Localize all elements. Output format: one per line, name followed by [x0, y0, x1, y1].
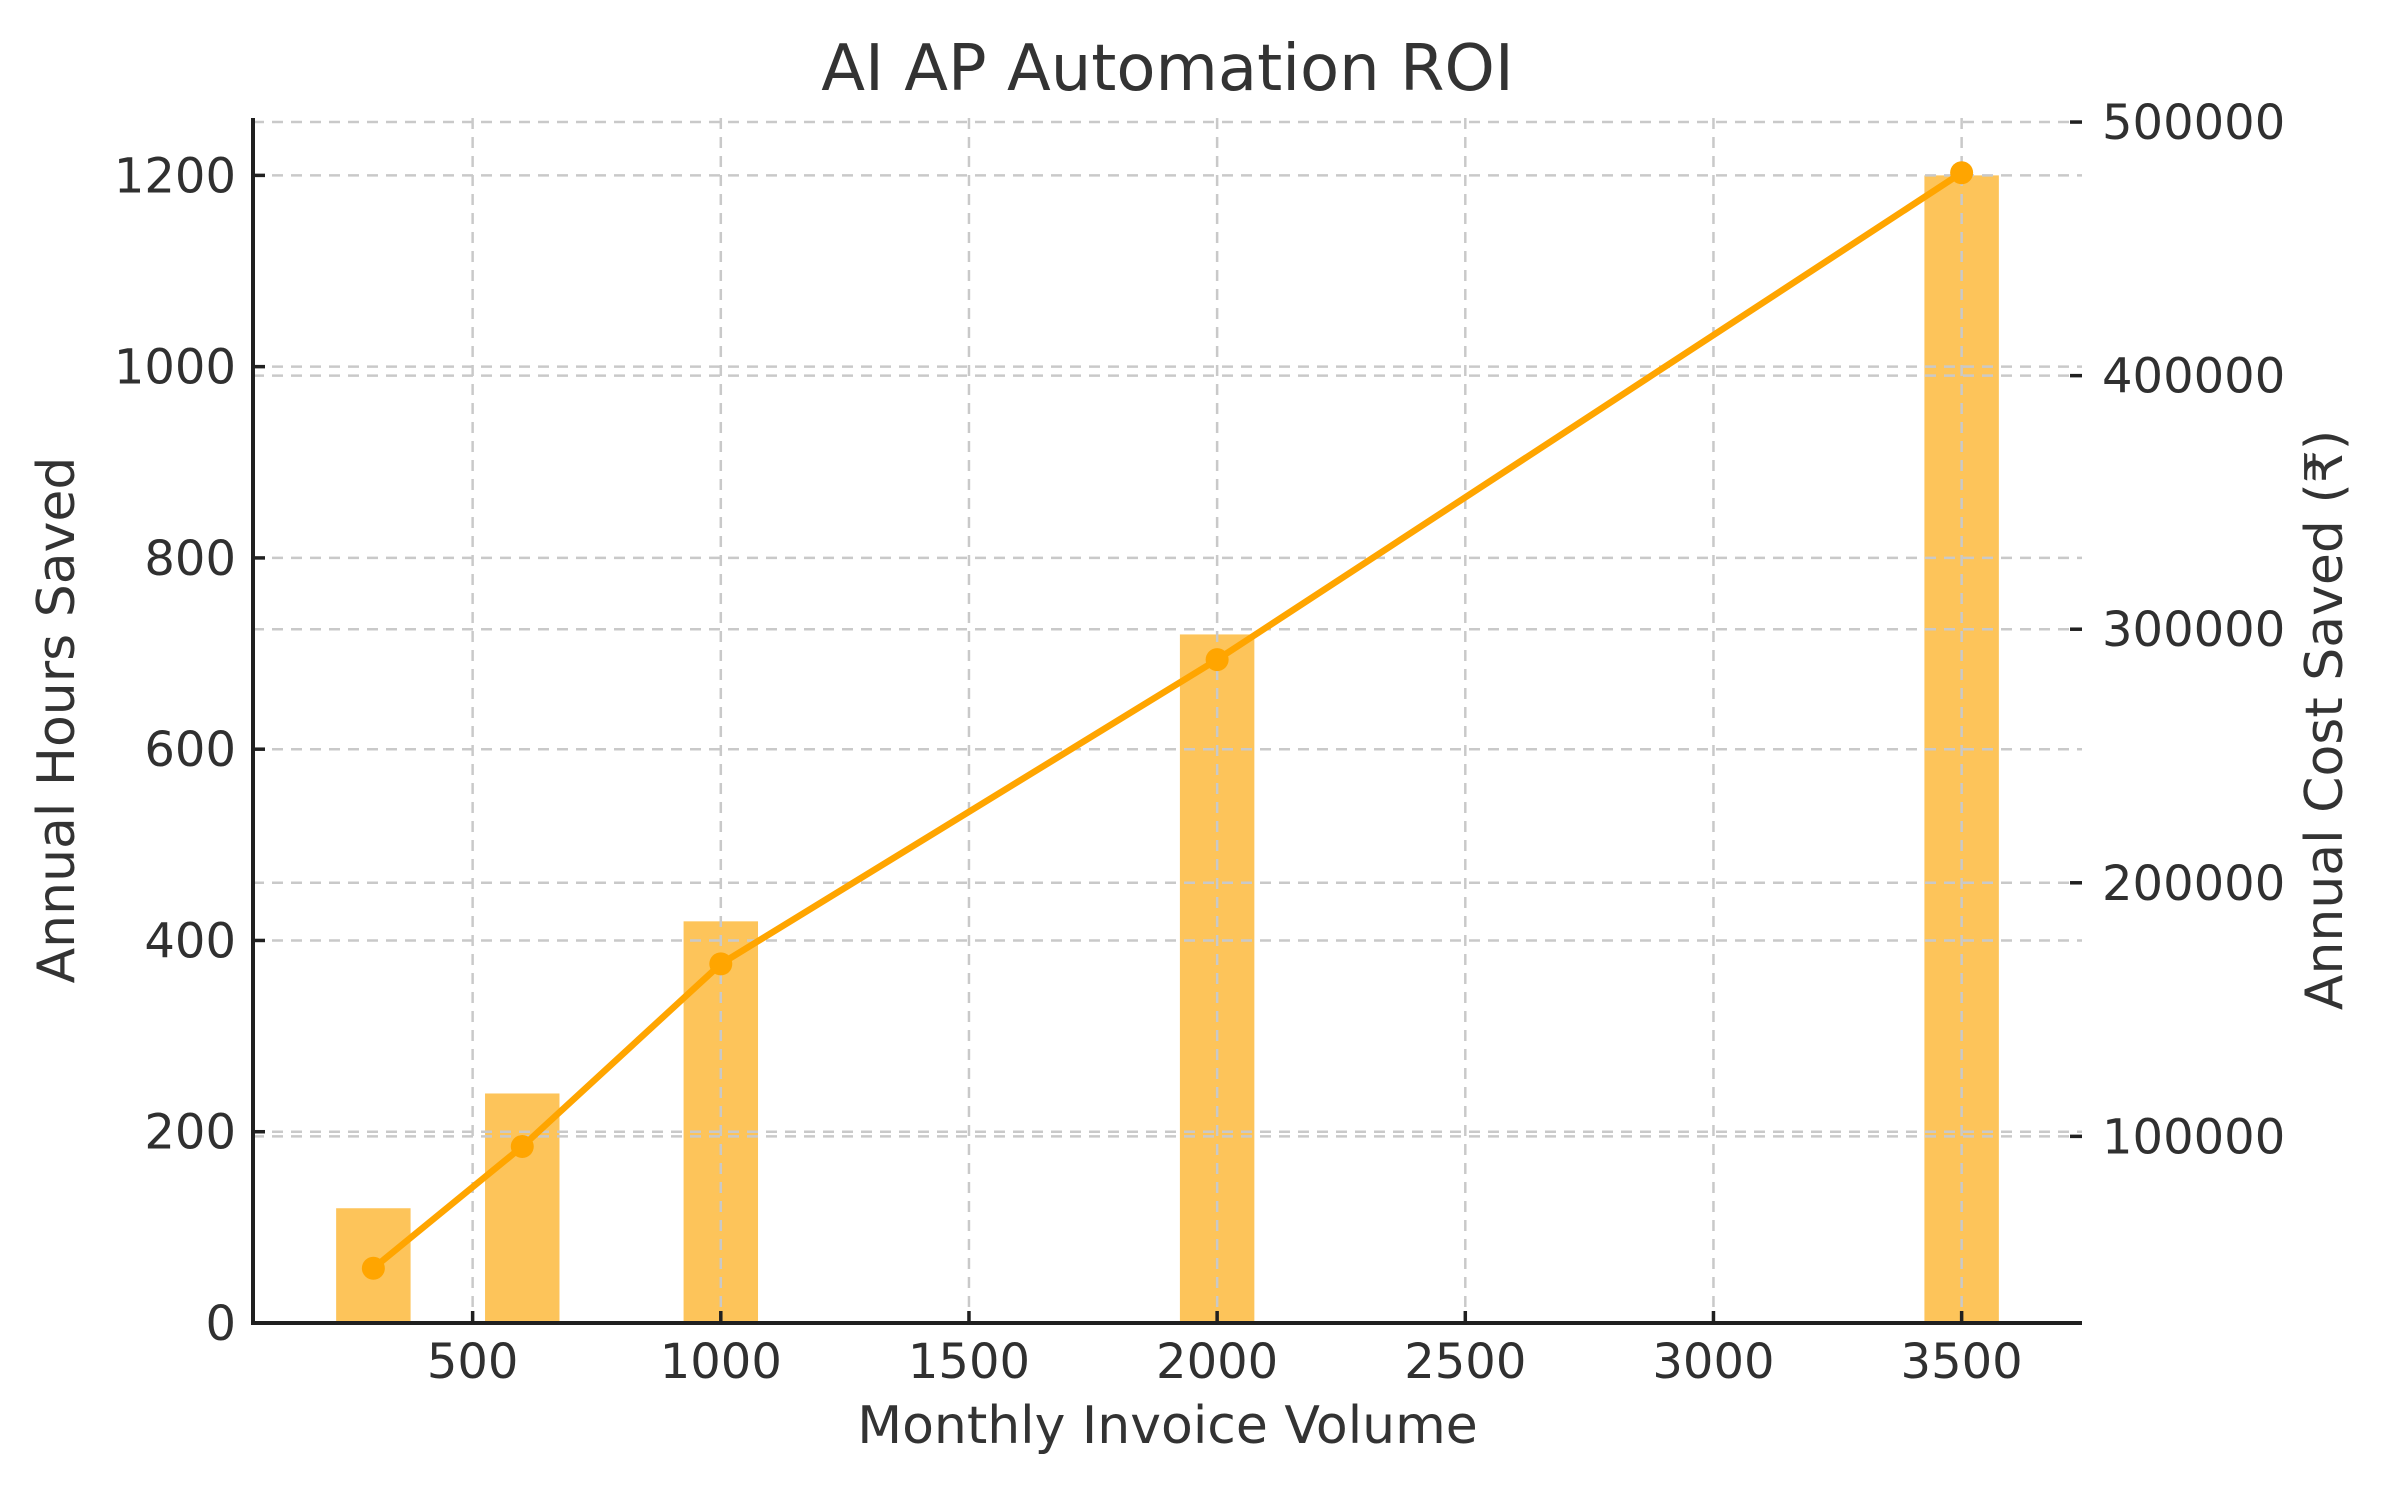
x-tick-label: 1500: [908, 1334, 1030, 1390]
data-point-marker: [1205, 648, 1229, 672]
data-point-marker: [709, 952, 733, 976]
x-tick-label: 2000: [1156, 1334, 1278, 1390]
y-tick-label-left: 400: [144, 913, 236, 969]
y-tick-label-left: 600: [144, 722, 236, 778]
data-point-marker: [1950, 161, 1974, 185]
y-axis-title-left: Annual Hours Saved: [27, 456, 87, 984]
y-tick-label-left: 200: [144, 1105, 236, 1161]
chart-title: AI AP Automation ROI: [821, 32, 1514, 106]
y-tick-label-left: 1000: [114, 340, 236, 396]
x-tick-label: 2500: [1404, 1334, 1526, 1390]
y-tick-label-right: 500000: [2102, 95, 2285, 151]
y-axis-title-right: Annual Cost Saved (₹): [2295, 429, 2355, 1011]
data-point-marker: [510, 1135, 534, 1159]
x-tick-label: 3000: [1652, 1334, 1774, 1390]
x-tick-label: 1000: [660, 1334, 782, 1390]
x-axis-title: Monthly Invoice Volume: [857, 1396, 1478, 1456]
trend-line: [370, 169, 1965, 1272]
y-tick-label-left: 0: [205, 1296, 236, 1352]
y-tick-label-right: 300000: [2102, 602, 2285, 658]
y-tick-label-right: 100000: [2102, 1109, 2285, 1165]
data-point-marker: [361, 1256, 385, 1280]
y-tick-label-left: 1200: [114, 148, 236, 204]
x-tick-label: 3500: [1901, 1334, 2023, 1390]
y-tick-label-right: 400000: [2102, 349, 2285, 405]
x-tick-label: 500: [427, 1334, 519, 1390]
y-tick-label-left: 800: [144, 531, 236, 587]
bar: [485, 1093, 560, 1323]
y-tick-label-right: 200000: [2102, 856, 2285, 912]
